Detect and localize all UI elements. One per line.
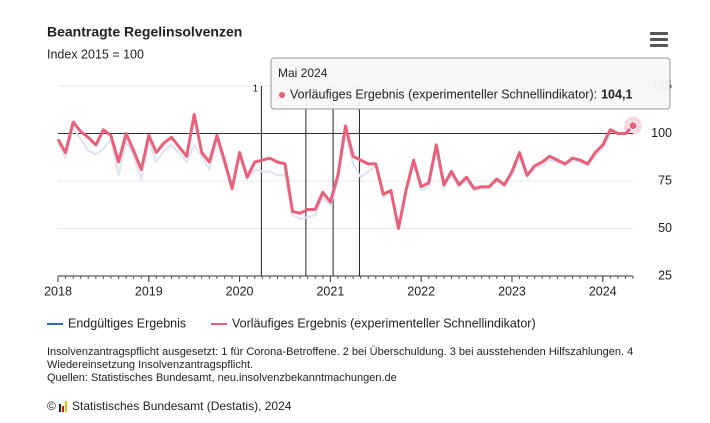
y-tick-label: 25 [658,268,672,282]
legend: Endgültiges Ergebnis Vorläufiges Ergebnis… [47,316,536,330]
y-tick-label: 50 [658,221,672,235]
notes: Insolvenzantragspflicht ausgesetzt: 1 fü… [47,346,687,385]
menu-bar [650,38,668,41]
logo-bar [65,401,67,412]
plot-area: 2550751001252018201920202021202220232024… [44,78,672,298]
x-tick-label: 2021 [316,284,344,298]
logo-bar [59,404,61,412]
tooltip: Mai 2024 Vorläufiges Ergebnis (experiment… [270,57,671,110]
chart-subtitle: Index 2015 = 100 [47,47,144,61]
series-line [56,113,635,230]
credits-prefix: © [47,399,56,413]
chart-title: Beantragte Regelinsolvenzen [47,24,242,40]
x-tick-label: 2018 [44,284,72,298]
x-tick-label: 2022 [407,284,435,298]
menu-bar [650,44,668,47]
note: Insolvenzantragspflicht ausgesetzt: 1 fü… [47,346,634,371]
x-tick-label: 2024 [589,284,617,298]
tooltip-label: Vorläufiges Ergebnis (experimenteller Sc… [290,87,597,101]
y-tick-label: 100 [651,126,672,140]
tooltip-value: 104,1 [601,87,632,101]
menu-button[interactable] [650,32,668,47]
legend-label: Endgültiges Ergebnis [68,316,186,330]
hover-point [628,121,638,131]
credits-text: Statistisches Bundesamt (Destatis), 2024 [72,399,292,413]
logo-bar [62,406,64,412]
menu-bar [650,32,668,35]
tooltip-title: Mai 2024 [278,66,328,80]
x-tick-label: 2019 [135,284,163,298]
tooltip-box [270,57,671,110]
tooltip-symbol [279,92,285,98]
x-tick-label: 2023 [498,284,526,298]
x-tick-label: 2020 [226,284,254,298]
credits: © Statistisches Bundesamt (Destatis), 20… [47,399,292,413]
event-label: 1 [253,84,259,95]
y-tick-label: 75 [658,173,672,187]
legend-label: Vorläufiges Ergebnis (experimenteller Sc… [232,316,536,330]
note: Quellen: Statistisches Bundesamt, neu.in… [47,372,397,384]
